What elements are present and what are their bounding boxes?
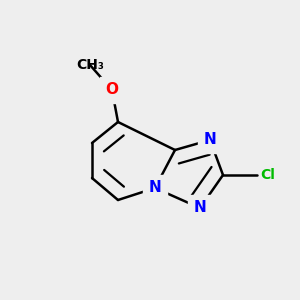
Text: O: O bbox=[106, 82, 118, 98]
Text: N: N bbox=[204, 133, 216, 148]
Text: N: N bbox=[148, 181, 161, 196]
Text: Cl: Cl bbox=[260, 168, 275, 182]
Text: N: N bbox=[194, 200, 206, 215]
Text: CH₃: CH₃ bbox=[76, 58, 104, 72]
